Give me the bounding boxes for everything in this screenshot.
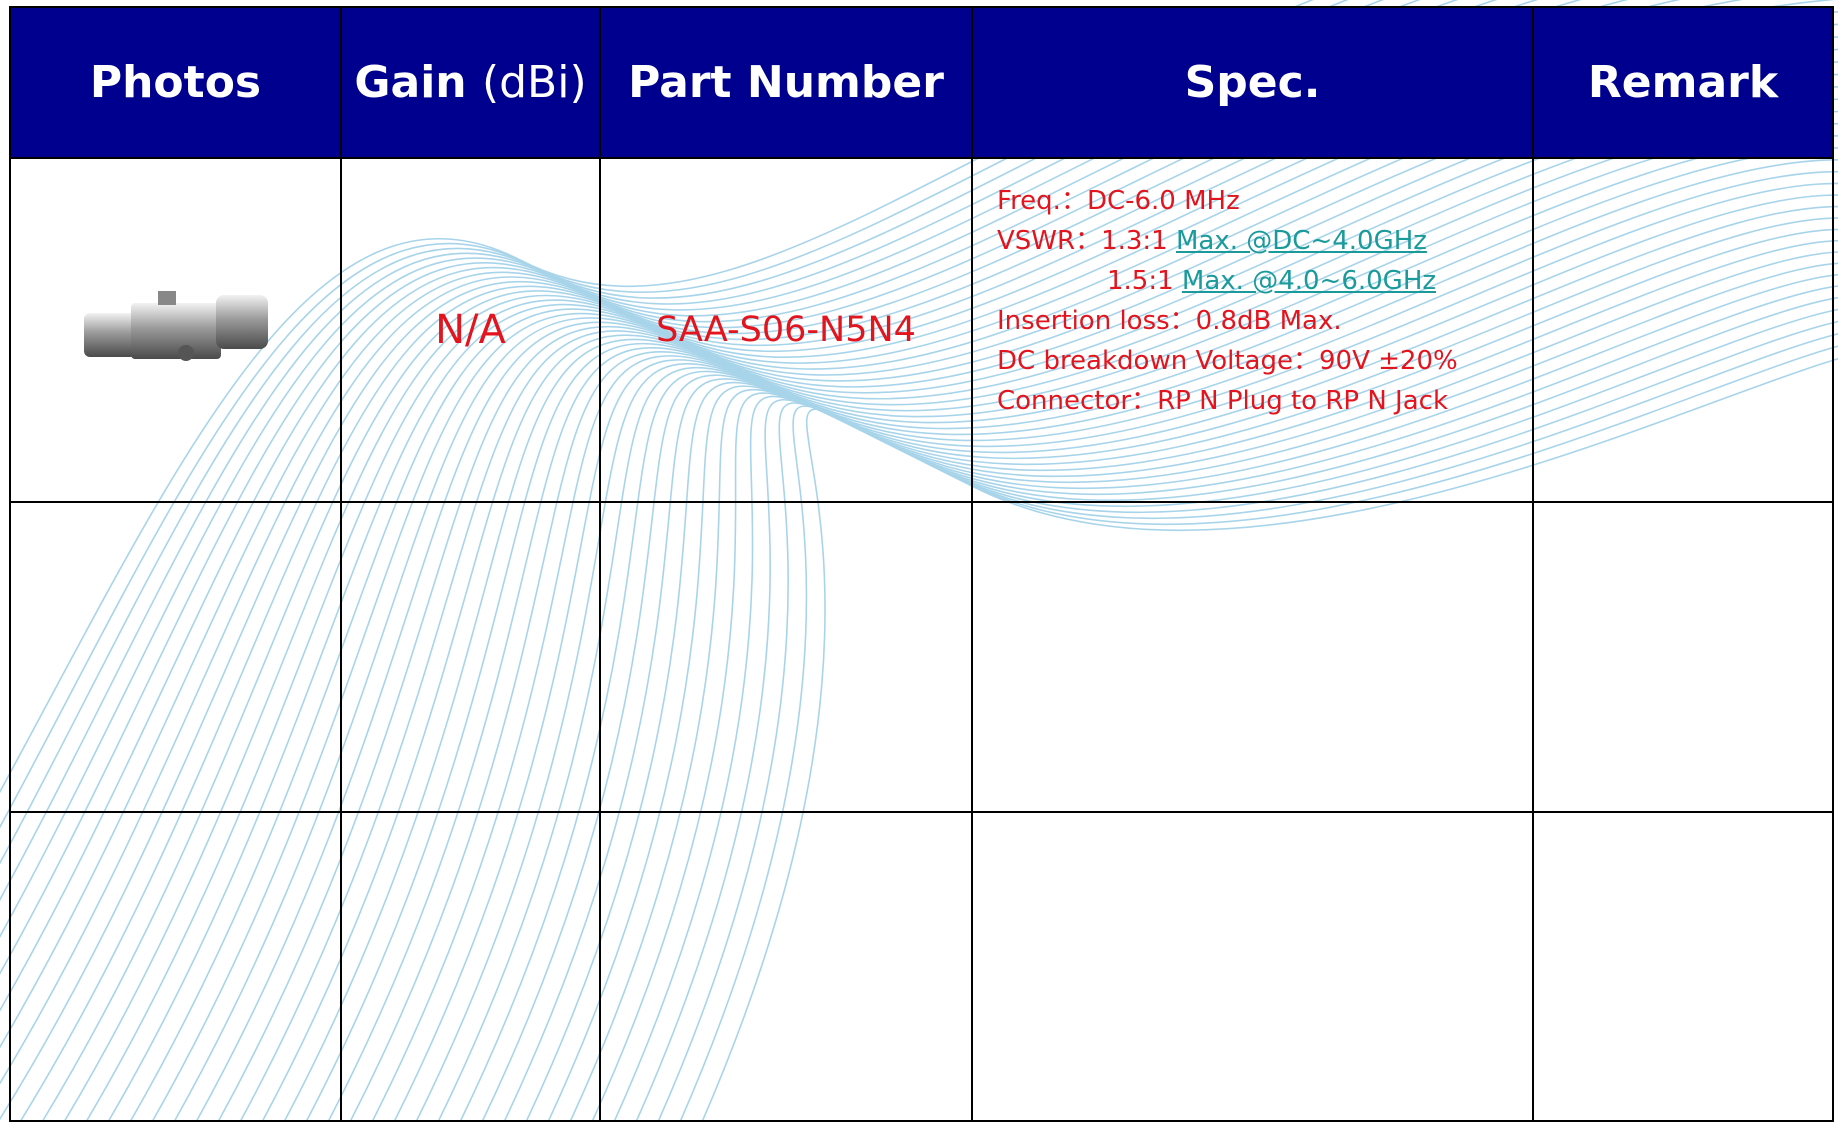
- spec-line: 1.5:1 Max. @4.0~6.0GHz: [997, 261, 1532, 301]
- row: [9, 811, 1834, 1122]
- gain: N/A: [435, 307, 506, 353]
- spec-text: Freq.：DC-6.0 MHz: [997, 186, 1240, 216]
- spec-link[interactable]: Max. @DC~4.0GHz: [1175, 226, 1427, 256]
- header-cell: Gain (dBi): [340, 6, 601, 159]
- spec-cell: Freq.：DC-6.0 MHz VSWR：1.3:1 Max. @DC~4.0G…: [971, 157, 1534, 503]
- spec-text: 1.5:1: [1107, 266, 1174, 296]
- remark-cell: [1532, 157, 1834, 503]
- header-text: Spec.: [1184, 57, 1321, 108]
- header-cell: Photos: [9, 6, 342, 159]
- cell: [599, 811, 973, 1122]
- spec-link[interactable]: Max. @4.0~6.0GHz: [1181, 266, 1437, 296]
- product-photo: [83, 291, 268, 361]
- header-text: Part Number: [628, 57, 944, 108]
- spec-line: Insertion loss：0.8dB Max.: [997, 301, 1532, 341]
- spec-line: VSWR：1.3:1 Max. @DC~4.0GHz: [997, 221, 1532, 261]
- cell: [971, 501, 1534, 813]
- header-text: Gain: [354, 57, 467, 108]
- cell: [1532, 501, 1834, 813]
- gain-cell: N/A: [340, 157, 601, 503]
- cell: [9, 501, 342, 813]
- spec-text: Insertion loss：0.8dB Max.: [997, 306, 1342, 336]
- header-text: Photos: [89, 57, 262, 108]
- spec-line: DC breakdown Voltage：90V ±20%: [997, 341, 1532, 381]
- photo-cell: [9, 157, 342, 503]
- cell: [1532, 811, 1834, 1122]
- spec-line: Connector：RP N Plug to RP N Jack: [997, 381, 1532, 421]
- header-text: Remark: [1587, 57, 1779, 108]
- header-cell: Remark: [1532, 6, 1834, 159]
- spec-text: DC breakdown Voltage：90V ±20%: [997, 346, 1458, 376]
- cell: [9, 811, 342, 1122]
- header-cell: Spec.: [971, 6, 1534, 159]
- spec-line: Freq.：DC-6.0 MHz: [997, 181, 1532, 221]
- header-unit: (dBi): [481, 57, 587, 108]
- row: N/A SAA-S06-N5N4 Freq.：DC-6.0 MHz VSWR：1.…: [9, 157, 1834, 503]
- spec-text: VSWR：1.3:1: [997, 226, 1168, 256]
- product-table: Photos Gain (dBi) Part Number Spec. Rema…: [9, 6, 1834, 1122]
- header-row: Photos Gain (dBi) Part Number Spec. Rema…: [9, 6, 1834, 159]
- row: [9, 501, 1834, 813]
- cell: [340, 501, 601, 813]
- spec-text: Connector：RP N Plug to RP N Jack: [997, 386, 1449, 416]
- part-number: SAA-S06-N5N4: [656, 310, 916, 350]
- header-cell: Part Number: [599, 6, 973, 159]
- cell: [340, 811, 601, 1122]
- cell: [971, 811, 1534, 1122]
- cell: [599, 501, 973, 813]
- part-number-cell: SAA-S06-N5N4: [599, 157, 973, 503]
